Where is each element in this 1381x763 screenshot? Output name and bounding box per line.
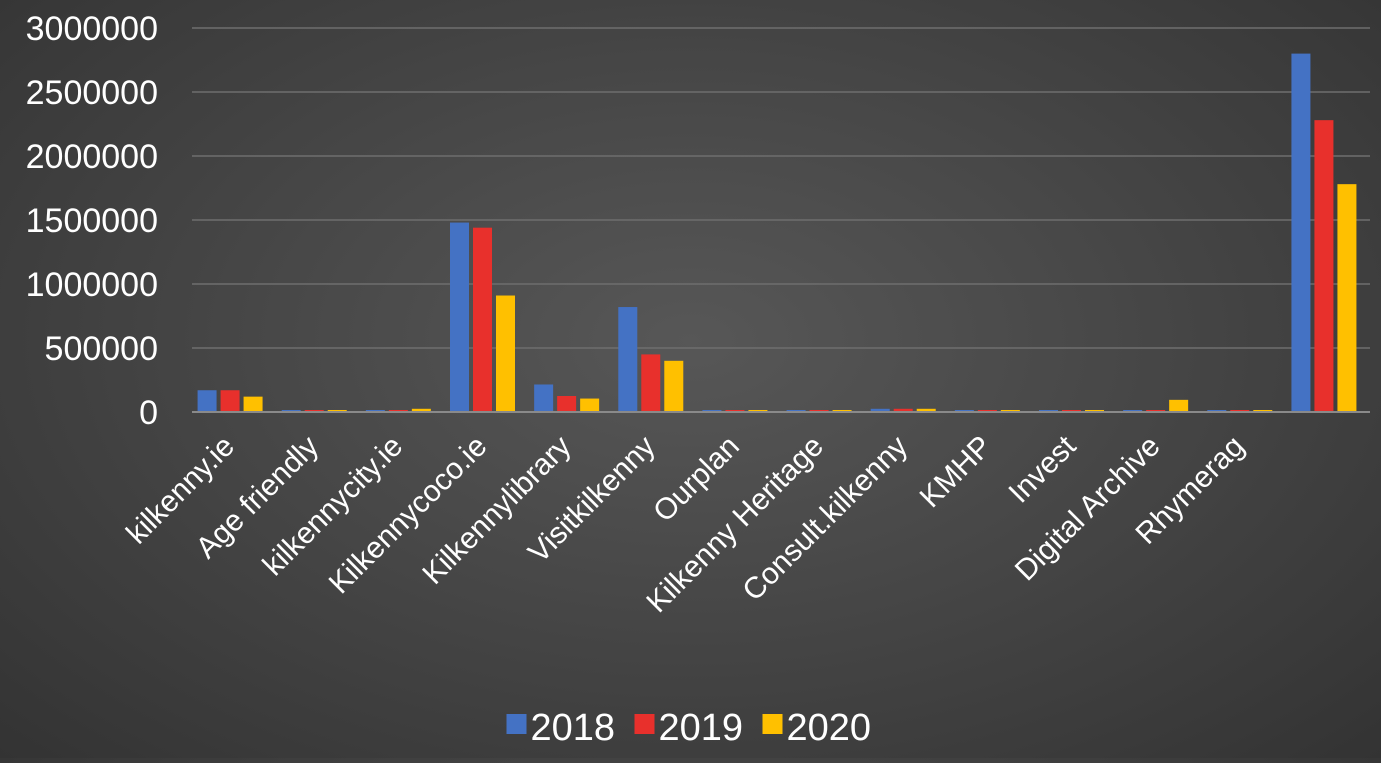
bar-2019-4: [557, 396, 577, 412]
bar-2020-0: [243, 396, 263, 412]
bar-2019-0: [220, 390, 240, 412]
x-tick-label: KMHP: [914, 430, 999, 515]
gridlines: [192, 27, 1370, 349]
bar-2019-8: [893, 408, 913, 412]
y-tick-label: 2500000: [26, 74, 158, 112]
bars: [197, 53, 1357, 412]
bar-2018-5: [618, 307, 638, 412]
bar-2020-13: [1337, 184, 1357, 412]
bar-2019-13: [1314, 120, 1334, 412]
y-tick-label: 500000: [45, 330, 158, 368]
bar-2018-0: [197, 390, 217, 412]
bar-2020-8: [916, 408, 936, 412]
bar-2018-3: [450, 222, 469, 412]
bar-2020-11: [1169, 399, 1189, 412]
bar-2018-8: [870, 408, 890, 412]
x-tick-label: Invest: [1003, 429, 1083, 509]
bar-2020-3: [496, 295, 515, 412]
legend-label: 2019: [659, 707, 744, 749]
bar-2020-4: [580, 398, 600, 412]
bar-2020-2: [411, 408, 431, 412]
x-tick-label: Digital Archive: [1009, 430, 1167, 588]
bar-2019-3: [473, 227, 492, 412]
bar-2019-5: [641, 354, 661, 412]
bar-2020-5: [664, 360, 684, 412]
legend-label: 2020: [787, 707, 872, 749]
y-tick-label: 1000000: [26, 266, 158, 304]
y-tick-label: 0: [139, 394, 158, 432]
y-tick-label: 2000000: [26, 138, 158, 176]
y-tick-label: 1500000: [26, 202, 158, 240]
x-tick-label: Kilkennylibrary: [416, 430, 577, 591]
y-tick-label: 3000000: [26, 10, 158, 48]
legend-label: 2018: [531, 707, 616, 749]
legend-swatch-2018: [506, 714, 527, 734]
legend-swatch-2020: [762, 714, 783, 734]
y-axis-ticks: 0 500000 1000000 1500000 2000000 2500000 30000…: [26, 10, 158, 432]
legend: 2018 2019 2020: [506, 707, 872, 749]
legend-swatch-2019: [634, 714, 655, 734]
bar-2018-4: [534, 384, 554, 412]
bar-2018-13: [1291, 53, 1311, 412]
